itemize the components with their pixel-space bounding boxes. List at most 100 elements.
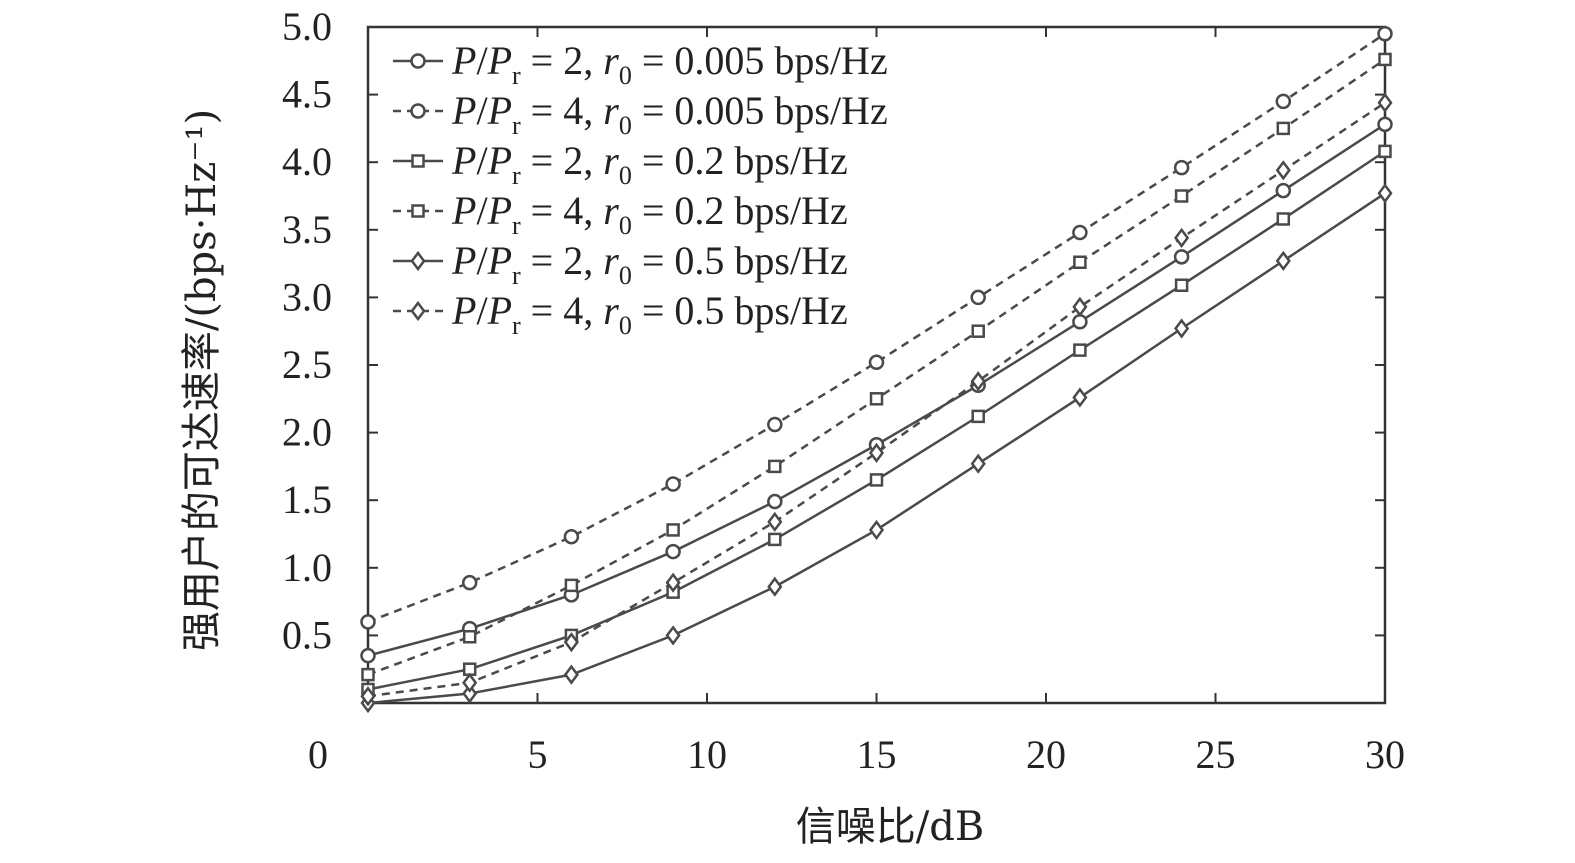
x-axis-label: 信噪比/dB [796,804,984,850]
legend: P/Pr = 2, r0 = 0.005 bps/HzP/Pr = 4, r0 … [393,38,888,340]
data-point [868,354,885,371]
data-point [768,459,782,474]
data-point [868,442,885,463]
data-point [563,664,579,685]
data-point [360,614,376,630]
series-4 [361,52,1392,682]
x-tick-labels: 0 5 10 15 20 25 30 [308,732,1405,777]
legend-marker [411,154,425,168]
data-point [1072,387,1088,408]
data-point [1174,227,1190,248]
y-tick-label: 3.5 [282,207,332,252]
data-point [1072,296,1088,317]
data-point [360,647,376,664]
data-point [665,572,681,593]
data-point [665,625,681,646]
axis-ticks [367,26,1386,703]
legend-marker [411,204,425,218]
data-point [1173,249,1190,265]
data-point [971,324,985,338]
y-axis-label: 强用户的可达速率/(bps·Hz⁻¹) [179,109,225,651]
x-tick-label: 25 [1196,732,1236,777]
series-line [367,101,1386,698]
data-point [360,686,376,707]
data-point [869,392,884,406]
series-layer [360,26,1393,714]
y-tick-labels: 0.5 1.0 1.5 2.0 2.5 3.0 3.5 4.0 4.5 5.0 [282,4,332,657]
data-point [1174,318,1190,339]
legend-label: P/Pr = 2, r0 = 0.005 bps/Hz [451,38,888,90]
y-tick-label: 3.0 [282,274,332,319]
x-tick-label: 0 [308,732,328,777]
legend-item: P/Pr = 2, r0 = 0.5 bps/Hz [393,238,848,290]
legend-marker [410,300,426,322]
legend-item: P/Pr = 2, r0 = 0.005 bps/Hz [393,38,888,90]
x-tick-label: 30 [1365,732,1405,777]
data-point [1072,313,1088,330]
data-point [1378,144,1392,159]
data-point [1377,183,1393,204]
x-tick-label: 5 [528,732,548,777]
series-5 [360,183,1393,714]
legend-label: P/Pr = 4, r0 = 0.005 bps/Hz [451,88,888,140]
data-point [665,476,681,492]
x-tick-label: 15 [857,732,897,777]
data-point [1276,212,1291,226]
data-point [1275,250,1291,271]
series-6 [360,92,1393,707]
y-tick-label: 2.5 [282,342,332,387]
data-point [462,672,478,693]
data-point [665,543,681,560]
data-point [1073,343,1087,357]
data-point [461,574,478,591]
data-point [1276,121,1291,136]
y-tick-label: 1.5 [282,477,332,522]
data-point [1173,159,1190,176]
legend-label: P/Pr = 4, r0 = 0.5 bps/Hz [451,288,848,340]
data-point [767,416,783,433]
data-point [767,576,783,597]
data-point [462,630,477,644]
data-point [970,371,986,392]
data-point [970,453,986,474]
data-point [462,683,478,704]
data-point [1275,182,1292,199]
series-1 [360,116,1393,664]
data-point [1378,52,1392,67]
legend-item: P/Pr = 2, r0 = 0.2 bps/Hz [393,138,848,190]
data-point [1377,92,1393,113]
y-tick-label: 5.0 [282,4,332,49]
data-point [1174,189,1189,203]
data-point [768,532,782,547]
y-tick-label: 4.5 [282,72,332,117]
data-point [666,523,680,537]
data-point [563,632,579,653]
y-tick-label: 4.0 [282,139,332,184]
series-line [367,32,1386,624]
y-tick-label: 0.5 [282,612,332,657]
y-tick-label: 2.0 [282,410,332,455]
data-point [767,493,783,510]
legend-marker [410,103,426,119]
data-point [1174,278,1189,292]
data-point [1072,224,1088,241]
data-point [971,409,985,424]
legend-item: P/Pr = 4, r0 = 0.005 bps/Hz [393,88,888,140]
legend-item: P/Pr = 4, r0 = 0.2 bps/Hz [393,188,848,240]
data-point [767,511,783,532]
legend-label: P/Pr = 4, r0 = 0.2 bps/Hz [451,188,848,240]
data-point [361,667,375,682]
data-point [868,519,885,541]
data-point [1073,255,1087,269]
data-point [564,578,579,593]
data-point [563,528,580,545]
data-point [869,473,884,487]
data-point [1377,116,1393,133]
legend-marker [410,250,426,272]
data-point [1275,160,1291,181]
legend-item: P/Pr = 4, r0 = 0.5 bps/Hz [393,288,848,340]
data-point [970,289,986,306]
legend-label: P/Pr = 2, r0 = 0.2 bps/Hz [451,138,848,190]
legend-label: P/Pr = 2, r0 = 0.5 bps/Hz [451,238,848,290]
